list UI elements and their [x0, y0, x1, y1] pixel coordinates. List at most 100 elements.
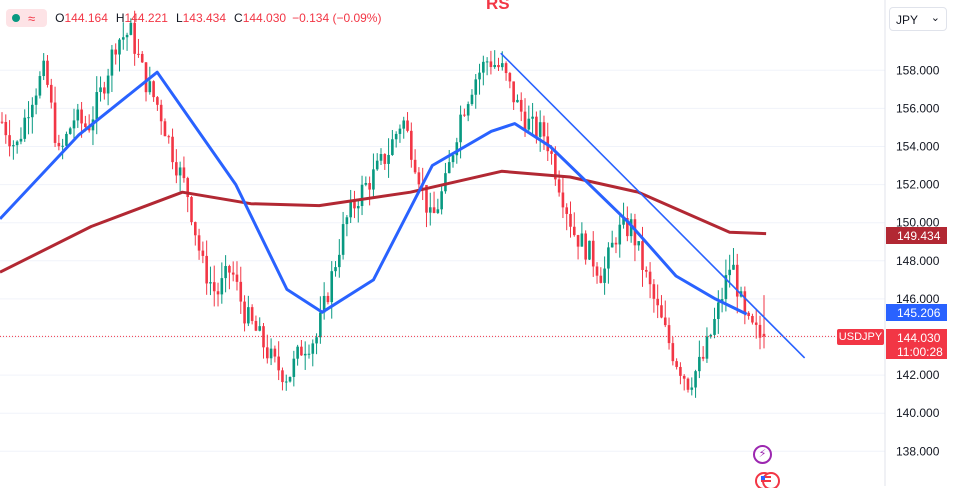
price-tick-label: 140.000 [896, 406, 940, 420]
candle-body [46, 60, 49, 85]
candle-body [686, 378, 690, 390]
candle-body [391, 139, 394, 155]
candle-body [118, 39, 121, 55]
candle-body [698, 356, 701, 372]
currency-select[interactable]: JPY ⌄ [889, 7, 947, 31]
symbol-tag: USDJPY [837, 329, 884, 345]
candle-body [428, 207, 432, 213]
candle-body [626, 218, 629, 237]
candle-body [42, 60, 45, 77]
candle-body [375, 160, 379, 170]
candle-body [580, 233, 584, 247]
candle-body [338, 254, 341, 268]
candle-body [216, 291, 220, 295]
candle-body [186, 178, 190, 198]
candle-body [61, 145, 64, 147]
legend-pill[interactable]: ≈ [6, 9, 48, 27]
candle-body [23, 117, 27, 139]
candle-body [311, 343, 315, 354]
candle-body [372, 169, 375, 190]
price-tick-label: 150.000 [896, 216, 940, 230]
candle-body [0, 121, 4, 123]
candle-body [591, 240, 595, 267]
candle-body [629, 219, 633, 237]
candle-body [394, 133, 398, 140]
candle-body [614, 242, 618, 245]
candle-body [550, 151, 553, 154]
candle-body [292, 358, 296, 377]
candle-body [648, 271, 652, 285]
candle-body [209, 282, 212, 284]
price-tick-label: 158.000 [896, 63, 940, 77]
candle-body [243, 301, 246, 324]
candle-body [379, 154, 383, 161]
candle-body [235, 274, 239, 282]
candle-body [474, 79, 478, 95]
candle-body [489, 61, 493, 68]
candle-body [519, 99, 523, 112]
candle-body [322, 295, 326, 313]
candle-body [99, 87, 102, 93]
candle-body [470, 94, 474, 105]
candle-body [641, 241, 644, 270]
candle-body [512, 81, 515, 103]
candle-body [307, 353, 311, 355]
last-candle-body [762, 333, 766, 337]
candle-body [387, 154, 390, 164]
trendline[interactable] [500, 52, 806, 359]
candle-body [436, 209, 440, 213]
candle-body [523, 111, 527, 130]
price-axis[interactable]: 138.000140.000142.000144.000146.000148.0… [896, 63, 940, 458]
candle-body [57, 142, 61, 147]
candle-body [444, 173, 447, 192]
candle-body [679, 366, 682, 376]
candle-body [258, 326, 262, 331]
candle-body [595, 266, 599, 276]
candle-body [576, 235, 580, 247]
candle-body [758, 324, 762, 338]
candle-body [743, 291, 747, 313]
candle-body [451, 155, 455, 163]
candle-body [607, 247, 610, 269]
candle-body [618, 224, 622, 245]
candle-body [633, 219, 637, 246]
price-tick-label: 152.000 [896, 178, 940, 192]
candle-body [341, 224, 345, 255]
candle-body [682, 375, 686, 379]
close-label: C [234, 11, 243, 25]
candle-body [610, 242, 614, 248]
us-flag-event-icon[interactable] [752, 470, 782, 488]
candle-body [747, 312, 750, 317]
candlesticks [0, 10, 766, 398]
candle-body [645, 269, 648, 272]
candle-body [228, 266, 231, 273]
candle-body [167, 136, 171, 138]
lightning-event-icon[interactable]: ⚡ [753, 445, 772, 464]
candle-body [34, 95, 38, 105]
candle-body [175, 162, 178, 176]
chevron-down-icon: ⌄ [930, 12, 940, 24]
candle-body [133, 22, 136, 54]
candle-body [159, 104, 163, 122]
candle-body [349, 200, 352, 218]
close-value: 144.030 [242, 11, 287, 25]
candle-body [663, 317, 667, 326]
candle-body [65, 133, 68, 146]
price-tick-label: 148.000 [896, 254, 940, 268]
candle-body [319, 312, 322, 338]
candle-body [76, 109, 80, 121]
candle-body [121, 37, 125, 40]
candle-body [148, 81, 152, 93]
candle-body [266, 347, 269, 359]
countdown-timer: 11:00:28 [897, 345, 943, 359]
candle-body [19, 138, 23, 142]
candle-body [660, 305, 663, 318]
candle-body [508, 73, 512, 82]
candle-body [754, 322, 758, 325]
candle-body [80, 109, 83, 124]
candle-body [27, 117, 30, 119]
candle-body [622, 218, 625, 225]
candle-body [554, 153, 557, 180]
candle-body [447, 162, 451, 174]
